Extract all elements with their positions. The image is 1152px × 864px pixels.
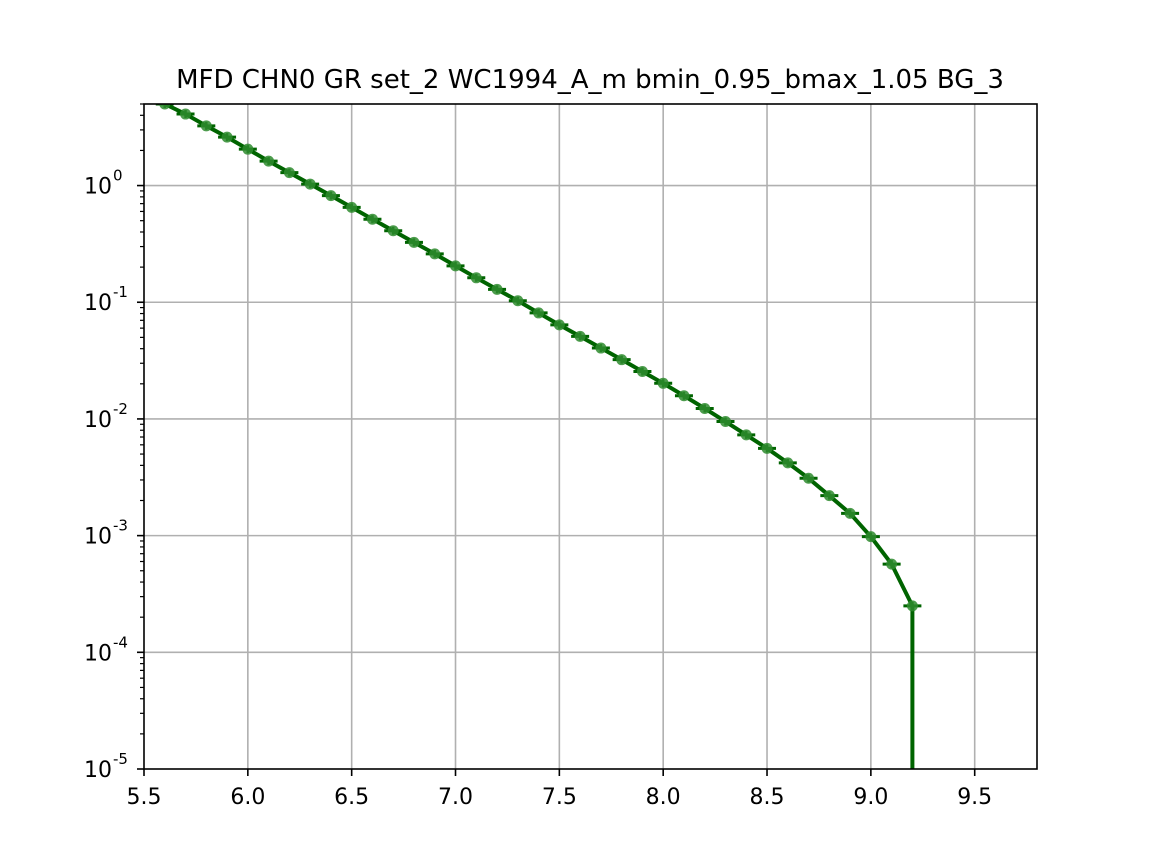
data-point [595, 342, 607, 354]
data-point [263, 155, 275, 167]
data-point [803, 472, 815, 484]
axis-ticks: 5.5 6.0 6.5 7.0 7.5 8.0 8.5 9.0 9.510 -510 -410 -31… [84, 103, 992, 810]
series-layer [155, 104, 922, 769]
data-point [865, 531, 877, 543]
data-point [346, 201, 358, 213]
data-point [180, 108, 192, 120]
data-point [283, 167, 295, 179]
data-point [574, 330, 586, 342]
data-point [387, 225, 399, 237]
y-tick-exponent: -2 [113, 400, 128, 418]
x-tick-label: 8.5 [750, 785, 785, 810]
y-tick-exponent: 0 [113, 167, 123, 185]
data-point [636, 365, 648, 377]
y-tick-exponent: -4 [113, 633, 128, 651]
data-point [886, 558, 898, 570]
x-tick-label: 9.0 [853, 785, 888, 810]
series-group [155, 104, 922, 769]
data-point [533, 307, 545, 319]
data-point [200, 120, 212, 132]
y-tick-label: 10 [84, 525, 112, 550]
data-point [699, 402, 711, 414]
data-point [678, 390, 690, 402]
x-tick-label: 5.5 [127, 785, 162, 810]
x-tick-label: 7.5 [542, 785, 577, 810]
y-tick-label: 10 [84, 408, 112, 433]
data-point [906, 600, 918, 612]
x-tick-label: 9.5 [957, 785, 992, 810]
data-point [719, 416, 731, 428]
y-tick-label: 10 [84, 758, 112, 783]
series-line [162, 104, 915, 769]
y-tick-label: 10 [84, 641, 112, 666]
data-point [221, 131, 233, 143]
grid-lines [144, 104, 1037, 769]
chart-title: MFD CHN0 GR set_2 WC1994_A_m bmin_0.95_b… [176, 65, 1004, 95]
data-point [491, 283, 503, 295]
y-tick-exponent: -3 [113, 517, 128, 535]
data-point [616, 354, 628, 366]
y-tick-label: 10 [84, 175, 112, 200]
data-point [429, 248, 441, 260]
data-point [761, 442, 773, 454]
data-point [366, 213, 378, 225]
x-tick-label: 7.0 [438, 785, 473, 810]
data-point [553, 319, 565, 331]
data-point [657, 377, 669, 389]
y-tick-exponent: -5 [113, 750, 128, 768]
data-point [408, 236, 420, 248]
x-tick-label: 6.5 [334, 785, 369, 810]
data-point [159, 104, 171, 110]
data-point [844, 507, 856, 519]
plot-area-frame [143, 103, 1038, 770]
data-point [242, 143, 254, 155]
x-tick-label: 6.0 [230, 785, 265, 810]
y-tick-label: 10 [84, 291, 112, 316]
data-point [325, 190, 337, 202]
data-point [470, 272, 482, 284]
data-point [512, 295, 524, 307]
data-point [304, 178, 316, 190]
data-point [740, 429, 752, 441]
data-point [450, 260, 462, 272]
data-point [782, 457, 794, 469]
data-point [823, 490, 835, 502]
y-tick-exponent: -1 [113, 283, 128, 301]
x-tick-label: 8.0 [646, 785, 681, 810]
